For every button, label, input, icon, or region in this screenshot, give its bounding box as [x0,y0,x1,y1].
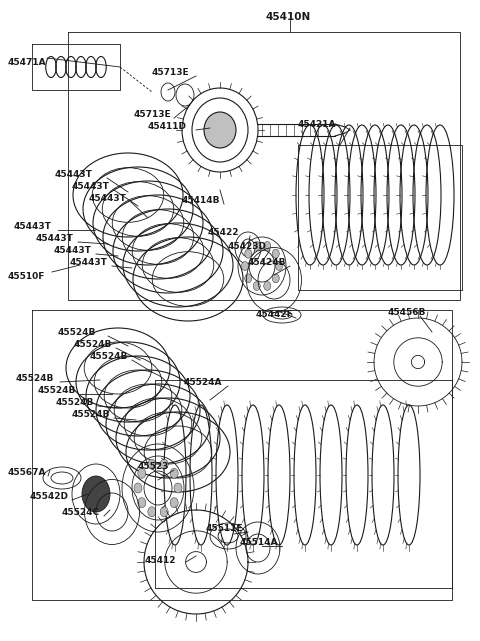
Text: 45524B: 45524B [90,352,128,361]
Ellipse shape [245,274,252,283]
Text: 45443T: 45443T [55,170,93,179]
Text: 45524B: 45524B [56,398,95,407]
Text: 45443T: 45443T [14,222,52,231]
Text: 45442F: 45442F [256,310,294,319]
Ellipse shape [170,469,178,478]
Text: 45421A: 45421A [298,120,336,129]
Text: 45524B: 45524B [38,386,76,395]
Ellipse shape [272,274,279,283]
Text: 45524B: 45524B [58,328,96,337]
Text: 45412: 45412 [145,556,177,565]
Text: 45523: 45523 [138,462,169,471]
Ellipse shape [264,242,271,251]
Text: 45414B: 45414B [182,196,220,205]
Ellipse shape [245,249,252,258]
Ellipse shape [138,469,146,478]
Text: 45524B: 45524B [72,410,110,419]
Text: 45511E: 45511E [206,524,243,533]
Ellipse shape [204,112,236,148]
Text: 45524B: 45524B [16,374,54,383]
Ellipse shape [276,262,283,271]
Text: 45524C: 45524C [62,508,100,517]
Ellipse shape [241,262,249,271]
Text: 45443T: 45443T [72,182,110,191]
Ellipse shape [160,507,168,517]
Text: 45423D: 45423D [228,242,267,251]
Ellipse shape [82,476,110,512]
Text: 45524B: 45524B [74,340,112,349]
Text: 45422: 45422 [208,228,240,237]
Text: 45411D: 45411D [148,122,187,131]
Text: 45443T: 45443T [70,258,108,267]
Text: 45443T: 45443T [36,234,74,243]
Ellipse shape [174,483,182,493]
Ellipse shape [148,459,156,469]
Text: 45524A: 45524A [184,378,223,387]
Ellipse shape [253,281,260,290]
Text: 45471A: 45471A [8,58,47,67]
Text: 45514A: 45514A [240,538,278,547]
Text: 45510F: 45510F [8,272,46,281]
Text: 45443T: 45443T [54,246,92,255]
Text: 45713E: 45713E [134,110,172,119]
Text: 45567A: 45567A [8,468,47,477]
Text: 45713E: 45713E [152,68,190,77]
Text: 45424B: 45424B [248,258,287,267]
Text: 45456B: 45456B [388,308,426,317]
Ellipse shape [170,497,178,508]
Ellipse shape [148,507,156,517]
Text: 45410N: 45410N [265,12,310,22]
Ellipse shape [272,249,279,258]
Text: 45443T: 45443T [89,194,127,203]
Ellipse shape [134,483,142,493]
Ellipse shape [138,497,146,508]
Ellipse shape [264,281,271,290]
Text: 45542D: 45542D [30,492,69,501]
Ellipse shape [253,242,260,251]
Ellipse shape [160,459,168,469]
